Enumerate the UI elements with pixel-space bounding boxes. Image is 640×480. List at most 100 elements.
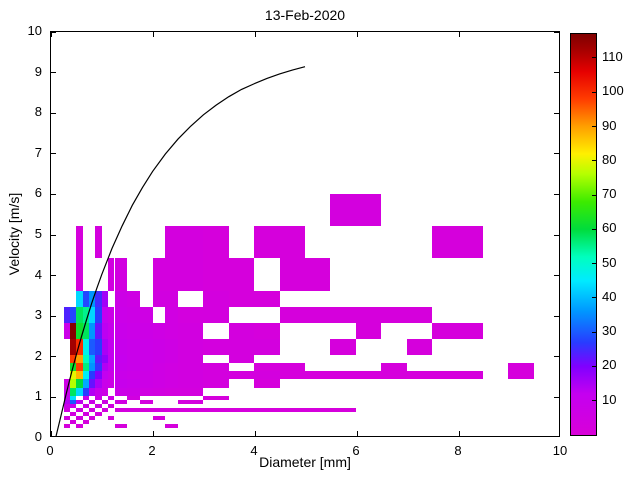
tick-mark: [254, 431, 256, 436]
tick-mark: [554, 396, 559, 398]
heatmap-cell: [330, 339, 356, 356]
heatmap-cell: [330, 193, 356, 226]
heatmap-cell: [139, 407, 153, 412]
heatmap-cell: [355, 322, 382, 340]
heatmap-cell: [114, 423, 128, 428]
heatmap-cell: [114, 371, 128, 380]
heatmap-cell: [508, 371, 534, 380]
heatmap-cell: [114, 290, 128, 307]
colorbar-tick-label: 90: [602, 117, 617, 133]
tick-mark: [254, 32, 256, 37]
heatmap-cell: [178, 363, 204, 372]
heatmap-cell: [152, 371, 166, 380]
colorbar-tick-mark: [592, 331, 596, 333]
heatmap-cell: [165, 322, 178, 340]
y-tick-label: 1: [34, 388, 42, 404]
y-tick-label: 4: [34, 266, 42, 282]
heatmap-cell: [305, 407, 331, 412]
heatmap-cell: [178, 322, 204, 340]
heatmap-cell: [228, 322, 255, 340]
tick-mark: [51, 356, 56, 358]
heatmap-cell: [127, 407, 140, 412]
colorbar-tick-label: 30: [602, 323, 617, 339]
tick-mark: [554, 193, 559, 195]
colorbar-tick-label: 80: [602, 151, 617, 167]
heatmap-cell: [152, 379, 166, 388]
heatmap-cell: [228, 258, 255, 291]
heatmap-cell: [203, 395, 229, 400]
heatmap-cell: [203, 363, 229, 372]
heatmap-cell: [279, 363, 305, 372]
tick-mark: [554, 153, 559, 155]
tick-mark: [51, 396, 56, 398]
heatmap-cell: [152, 363, 166, 372]
tick-mark: [51, 32, 52, 37]
heatmap-cell: [101, 387, 109, 396]
heatmap-cell: [114, 322, 128, 340]
heatmap-cell: [432, 371, 458, 380]
heatmap-cell: [95, 225, 102, 259]
colorbar-tick-mark: [592, 365, 596, 367]
heatmap-cell: [152, 339, 166, 356]
heatmap-cell: [139, 322, 153, 340]
heatmap-cell: [89, 415, 96, 420]
heatmap-cell: [76, 258, 83, 291]
heatmap-cell: [305, 258, 331, 291]
y-tick-label: 0: [34, 429, 42, 444]
colorbar-tick-label: 50: [602, 254, 617, 270]
heatmap-cell: [228, 355, 255, 364]
heatmap-cell: [355, 193, 382, 226]
heatmap-cell: [152, 415, 166, 420]
colorbar-tick-label: 20: [602, 357, 617, 373]
heatmap-cell: [305, 306, 331, 323]
heatmap-cell: [203, 306, 229, 323]
heatmap-cell: [127, 355, 140, 364]
heatmap-cell: [508, 363, 534, 372]
x-axis-label: Diameter [mm]: [259, 454, 351, 470]
colorbar-tick-label: 60: [602, 220, 617, 236]
colorbar: [570, 33, 597, 436]
heatmap-cell: [457, 322, 483, 340]
heatmap-cell: [165, 407, 178, 412]
heatmap-cell: [139, 399, 153, 404]
tick-mark: [554, 112, 559, 114]
tick-mark: [51, 234, 56, 236]
y-tick-label: 5: [34, 226, 42, 241]
colorbar-tick-mark: [592, 400, 596, 402]
tick-mark: [554, 356, 559, 358]
heatmap-cell: [203, 339, 229, 356]
tick-mark: [356, 431, 358, 436]
heatmap-cell: [152, 355, 166, 364]
tick-mark: [51, 275, 56, 277]
y-tick-label: 3: [34, 307, 42, 323]
heatmap-cell: [165, 387, 178, 396]
heatmap-cell: [165, 225, 178, 259]
y-tick-label: 6: [34, 185, 42, 201]
heatmap-cell: [178, 371, 204, 380]
heatmap-cell: [178, 339, 204, 356]
heatmap-cell: [203, 225, 229, 259]
heatmap-cell: [165, 339, 178, 356]
heatmap-cell: [178, 407, 204, 412]
tick-mark: [554, 72, 559, 74]
colorbar-tick-mark: [592, 126, 596, 128]
heatmap-cell: [203, 379, 229, 388]
heatmap-cell: [139, 339, 153, 356]
tick-mark: [152, 32, 154, 37]
tick-mark: [51, 112, 56, 114]
heatmap-cell: [457, 225, 483, 259]
heatmap-cell: [101, 407, 109, 412]
heatmap-cell: [178, 387, 204, 396]
heatmap-cell: [139, 371, 153, 380]
heatmap-cell: [114, 387, 128, 396]
colorbar-tick-mark: [592, 91, 596, 93]
heatmap-cell: [279, 225, 305, 259]
heatmap-cell: [254, 339, 280, 356]
tick-mark: [51, 32, 56, 33]
plot-area: [50, 31, 560, 437]
heatmap-cell: [114, 363, 128, 372]
heatmap-cell: [254, 363, 280, 372]
heatmap-cell: [203, 290, 229, 307]
heatmap-cell: [203, 407, 229, 412]
